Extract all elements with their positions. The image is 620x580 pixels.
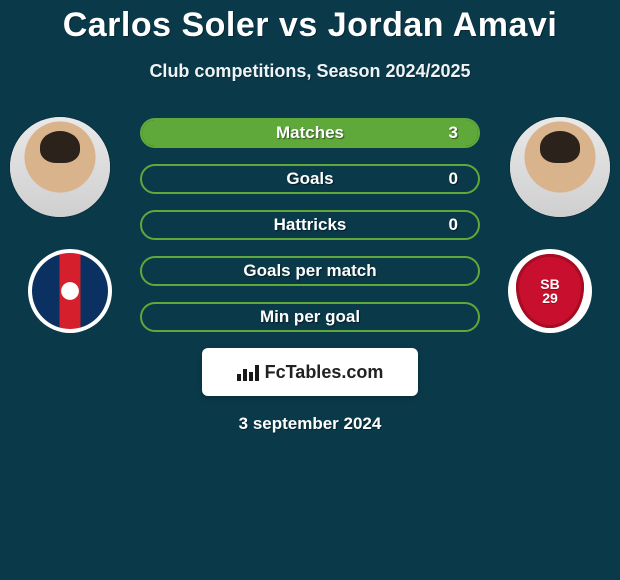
subtitle: Club competitions, Season 2024/2025 [0,61,620,82]
stat-bar-value-right: 0 [437,212,470,238]
sb29-icon: SB 29 [508,249,592,333]
stat-bars: Matches3Goals0Hattricks0Goals per matchM… [140,112,480,332]
stat-bar-label: Goals [142,166,478,192]
player-right-avatar [510,117,610,217]
stat-bar: Hattricks0 [140,210,480,240]
branding-box: FcTables.com [202,348,418,396]
club-right-short: SB [540,277,559,291]
stat-bar-label: Matches [142,120,478,146]
stat-bar: Goals per match [140,256,480,286]
page-title: Carlos Soler vs Jordan Amavi [0,0,620,45]
stat-bar: Matches3 [140,118,480,148]
stat-bar-label: Min per goal [142,304,478,330]
person-icon [10,117,110,217]
date-label: 3 september 2024 [0,414,620,434]
club-right-num: 29 [540,291,559,305]
stat-bar-value-right: 0 [437,166,470,192]
comparison-panel: SB 29 Matches3Goals0Hattricks0Goals per … [0,112,620,434]
stat-bar-value-right: 3 [437,120,470,146]
club-right-badge: SB 29 [508,249,592,333]
person-icon [510,117,610,217]
stat-bar: Goals0 [140,164,480,194]
branding-label: FcTables.com [265,362,384,383]
stat-bar: Min per goal [140,302,480,332]
stat-bar-label: Goals per match [142,258,478,284]
club-left-badge [28,249,112,333]
stat-bar-label: Hattricks [142,212,478,238]
player-left-avatar [10,117,110,217]
psg-icon [28,249,112,333]
chart-icon [237,363,259,381]
